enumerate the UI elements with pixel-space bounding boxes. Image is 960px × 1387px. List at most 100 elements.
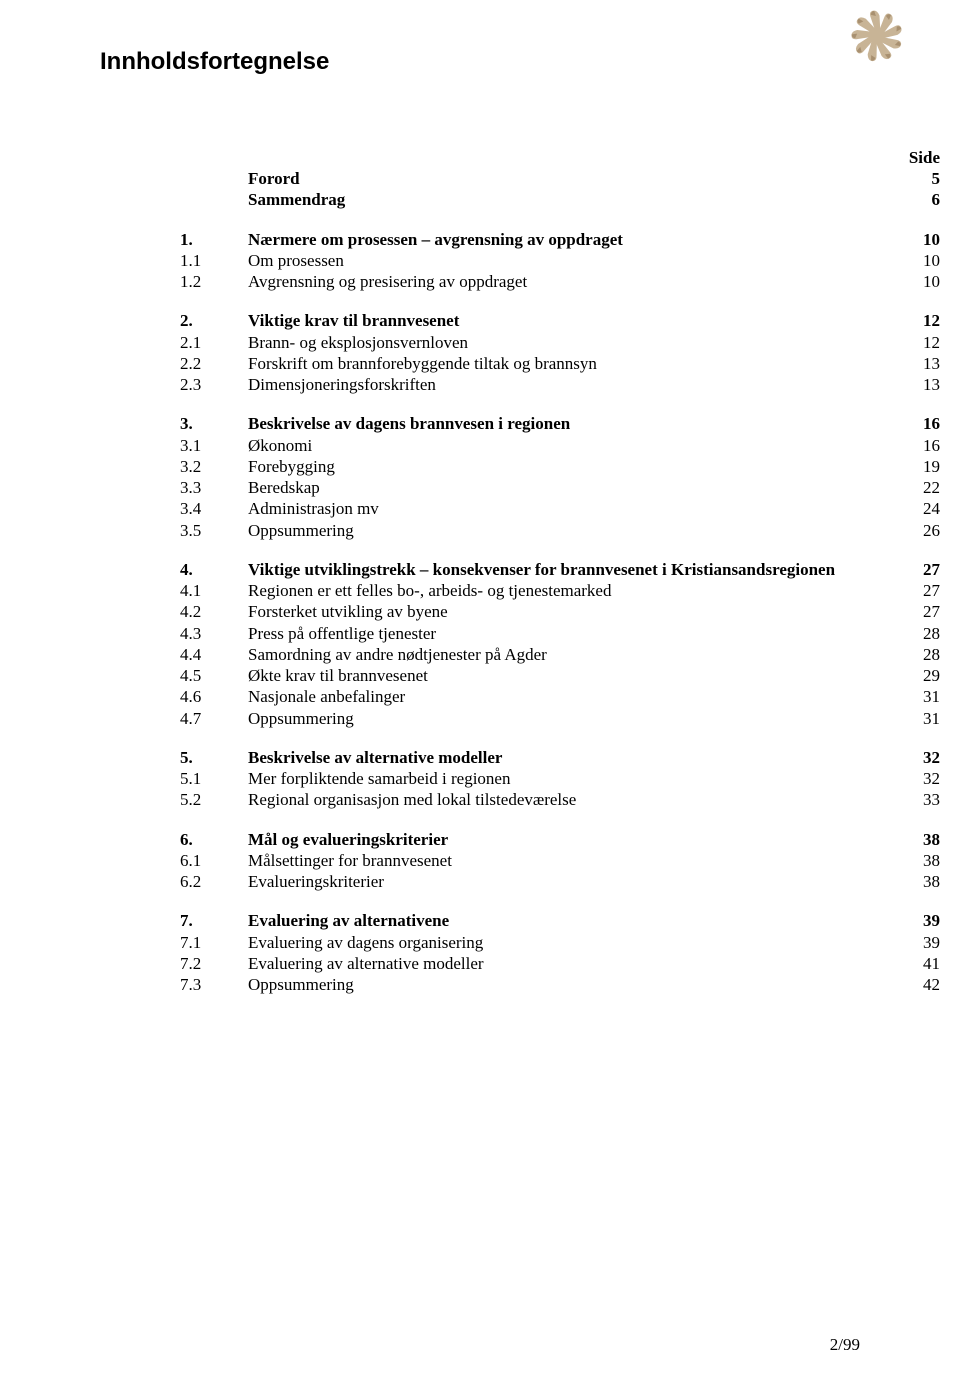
toc-row: 3.4Administrasjon mv24: [180, 498, 940, 519]
toc-title: Evaluering av alternative modeller: [248, 953, 890, 974]
toc-page: 12: [890, 332, 940, 353]
toc-title: Evalueringskriterier: [248, 871, 890, 892]
toc-number: 6.1: [180, 850, 248, 871]
toc-page: 32: [890, 747, 940, 768]
toc-page: 16: [890, 435, 940, 456]
toc-title: Beskrivelse av alternative modeller: [248, 747, 890, 768]
toc-page: 5: [890, 168, 940, 189]
toc-page: 33: [890, 789, 940, 810]
toc-row: 1.Nærmere om prosessen – avgrensning av …: [180, 229, 940, 250]
toc-title: Oppsummering: [248, 974, 890, 995]
toc-number: 4.2: [180, 601, 248, 622]
toc-number: 4.: [180, 559, 248, 580]
toc-number: 3.5: [180, 520, 248, 541]
toc-page: 22: [890, 477, 940, 498]
toc-number: [180, 168, 248, 189]
toc-row: 4.4Samordning av andre nødtjenester på A…: [180, 644, 940, 665]
toc-page: 27: [890, 559, 940, 580]
toc-page: 38: [890, 829, 940, 850]
toc-title: Regionen er ett felles bo-, arbeids- og …: [248, 580, 890, 601]
table-of-contents: Side Forord5Sammendrag6 1.Nærmere om pro…: [180, 148, 940, 995]
toc-page: 28: [890, 644, 940, 665]
toc-row: 2.3Dimensjoneringsforskriften13: [180, 374, 940, 395]
toc-page: 26: [890, 520, 940, 541]
toc-row: 4.2Forsterket utvikling av byene27: [180, 601, 940, 622]
toc-number: 4.5: [180, 665, 248, 686]
toc-number: 3.2: [180, 456, 248, 477]
toc-row: 1.2Avgrensning og presisering av oppdrag…: [180, 271, 940, 292]
toc-title: Evaluering av dagens organisering: [248, 932, 890, 953]
toc-row: Sammendrag6: [180, 189, 940, 210]
toc-number: 5.1: [180, 768, 248, 789]
toc-title: Økonomi: [248, 435, 890, 456]
toc-number: [180, 189, 248, 210]
toc-title: Beredskap: [248, 477, 890, 498]
toc-number: 3.: [180, 413, 248, 434]
toc-page: 16: [890, 413, 940, 434]
toc-number: 7.3: [180, 974, 248, 995]
toc-page: 6: [890, 189, 940, 210]
logo-icon: [842, 8, 912, 64]
toc-title: Forsterket utvikling av byene: [248, 601, 890, 622]
toc-number: 4.1: [180, 580, 248, 601]
toc-number: 7.1: [180, 932, 248, 953]
toc-title: Forskrift om brannforebyggende tiltak og…: [248, 353, 890, 374]
toc-title: Regional organisasjon med lokal tilstede…: [248, 789, 890, 810]
toc-title: Sammendrag: [248, 189, 890, 210]
toc-number: 7.2: [180, 953, 248, 974]
toc-title: Samordning av andre nødtjenester på Agde…: [248, 644, 890, 665]
toc-title: Press på offentlige tjenester: [248, 623, 890, 644]
toc-row: 4.5Økte krav til brannvesenet29: [180, 665, 940, 686]
toc-row: 5.2Regional organisasjon med lokal tilst…: [180, 789, 940, 810]
toc-title: Forebygging: [248, 456, 890, 477]
toc-page: 19: [890, 456, 940, 477]
toc-row: 7.1Evaluering av dagens organisering39: [180, 932, 940, 953]
toc-page: 39: [890, 910, 940, 931]
toc-title: Mer forpliktende samarbeid i regionen: [248, 768, 890, 789]
toc-page: 12: [890, 310, 940, 331]
toc-title: Nasjonale anbefalinger: [248, 686, 890, 707]
toc-row: 1.1Om prosessen10: [180, 250, 940, 271]
toc-row: 3.1Økonomi16: [180, 435, 940, 456]
toc-number: 1.2: [180, 271, 248, 292]
toc-title: Dimensjoneringsforskriften: [248, 374, 890, 395]
toc-page: 24: [890, 498, 940, 519]
toc-title: Brann- og eksplosjonsvernloven: [248, 332, 890, 353]
toc-page: 31: [890, 686, 940, 707]
toc-row: 4.7Oppsummering31: [180, 708, 940, 729]
toc-number: 5.2: [180, 789, 248, 810]
toc-row: 2.1Brann- og eksplosjonsvernloven12: [180, 332, 940, 353]
toc-title: Administrasjon mv: [248, 498, 890, 519]
toc-row: 4.1Regionen er ett felles bo-, arbeids- …: [180, 580, 940, 601]
toc-row: 4.6Nasjonale anbefalinger31: [180, 686, 940, 707]
toc-number: 3.1: [180, 435, 248, 456]
toc-row: 6.2Evalueringskriterier38: [180, 871, 940, 892]
toc-title: Forord: [248, 168, 890, 189]
toc-title: Målsettinger for brannvesenet: [248, 850, 890, 871]
toc-title: Oppsummering: [248, 520, 890, 541]
toc-row: 6.1Målsettinger for brannvesenet38: [180, 850, 940, 871]
toc-number: 6.: [180, 829, 248, 850]
toc-row: 4.3Press på offentlige tjenester28: [180, 623, 940, 644]
toc-title: Viktige krav til brannvesenet: [248, 310, 890, 331]
toc-number: 7.: [180, 910, 248, 931]
toc-row: 6.Mål og evalueringskriterier38: [180, 829, 940, 850]
toc-number: 2.3: [180, 374, 248, 395]
toc-title: Evaluering av alternativene: [248, 910, 890, 931]
toc-page: 13: [890, 353, 940, 374]
toc-page: 27: [890, 580, 940, 601]
toc-page: 38: [890, 850, 940, 871]
page-number: 2/99: [830, 1335, 860, 1355]
toc-row: 3.2Forebygging19: [180, 456, 940, 477]
toc-row: 2.2Forskrift om brannforebyggende tiltak…: [180, 353, 940, 374]
toc-page: 42: [890, 974, 940, 995]
toc-row: 2.Viktige krav til brannvesenet12: [180, 310, 940, 331]
toc-title: Nærmere om prosessen – avgrensning av op…: [248, 229, 890, 250]
toc-page: 38: [890, 871, 940, 892]
toc-row: 7.3Oppsummering42: [180, 974, 940, 995]
toc-title: Oppsummering: [248, 708, 890, 729]
toc-row: Forord5: [180, 168, 940, 189]
toc-number: 3.4: [180, 498, 248, 519]
toc-page: 10: [890, 271, 940, 292]
toc-number: 2.2: [180, 353, 248, 374]
